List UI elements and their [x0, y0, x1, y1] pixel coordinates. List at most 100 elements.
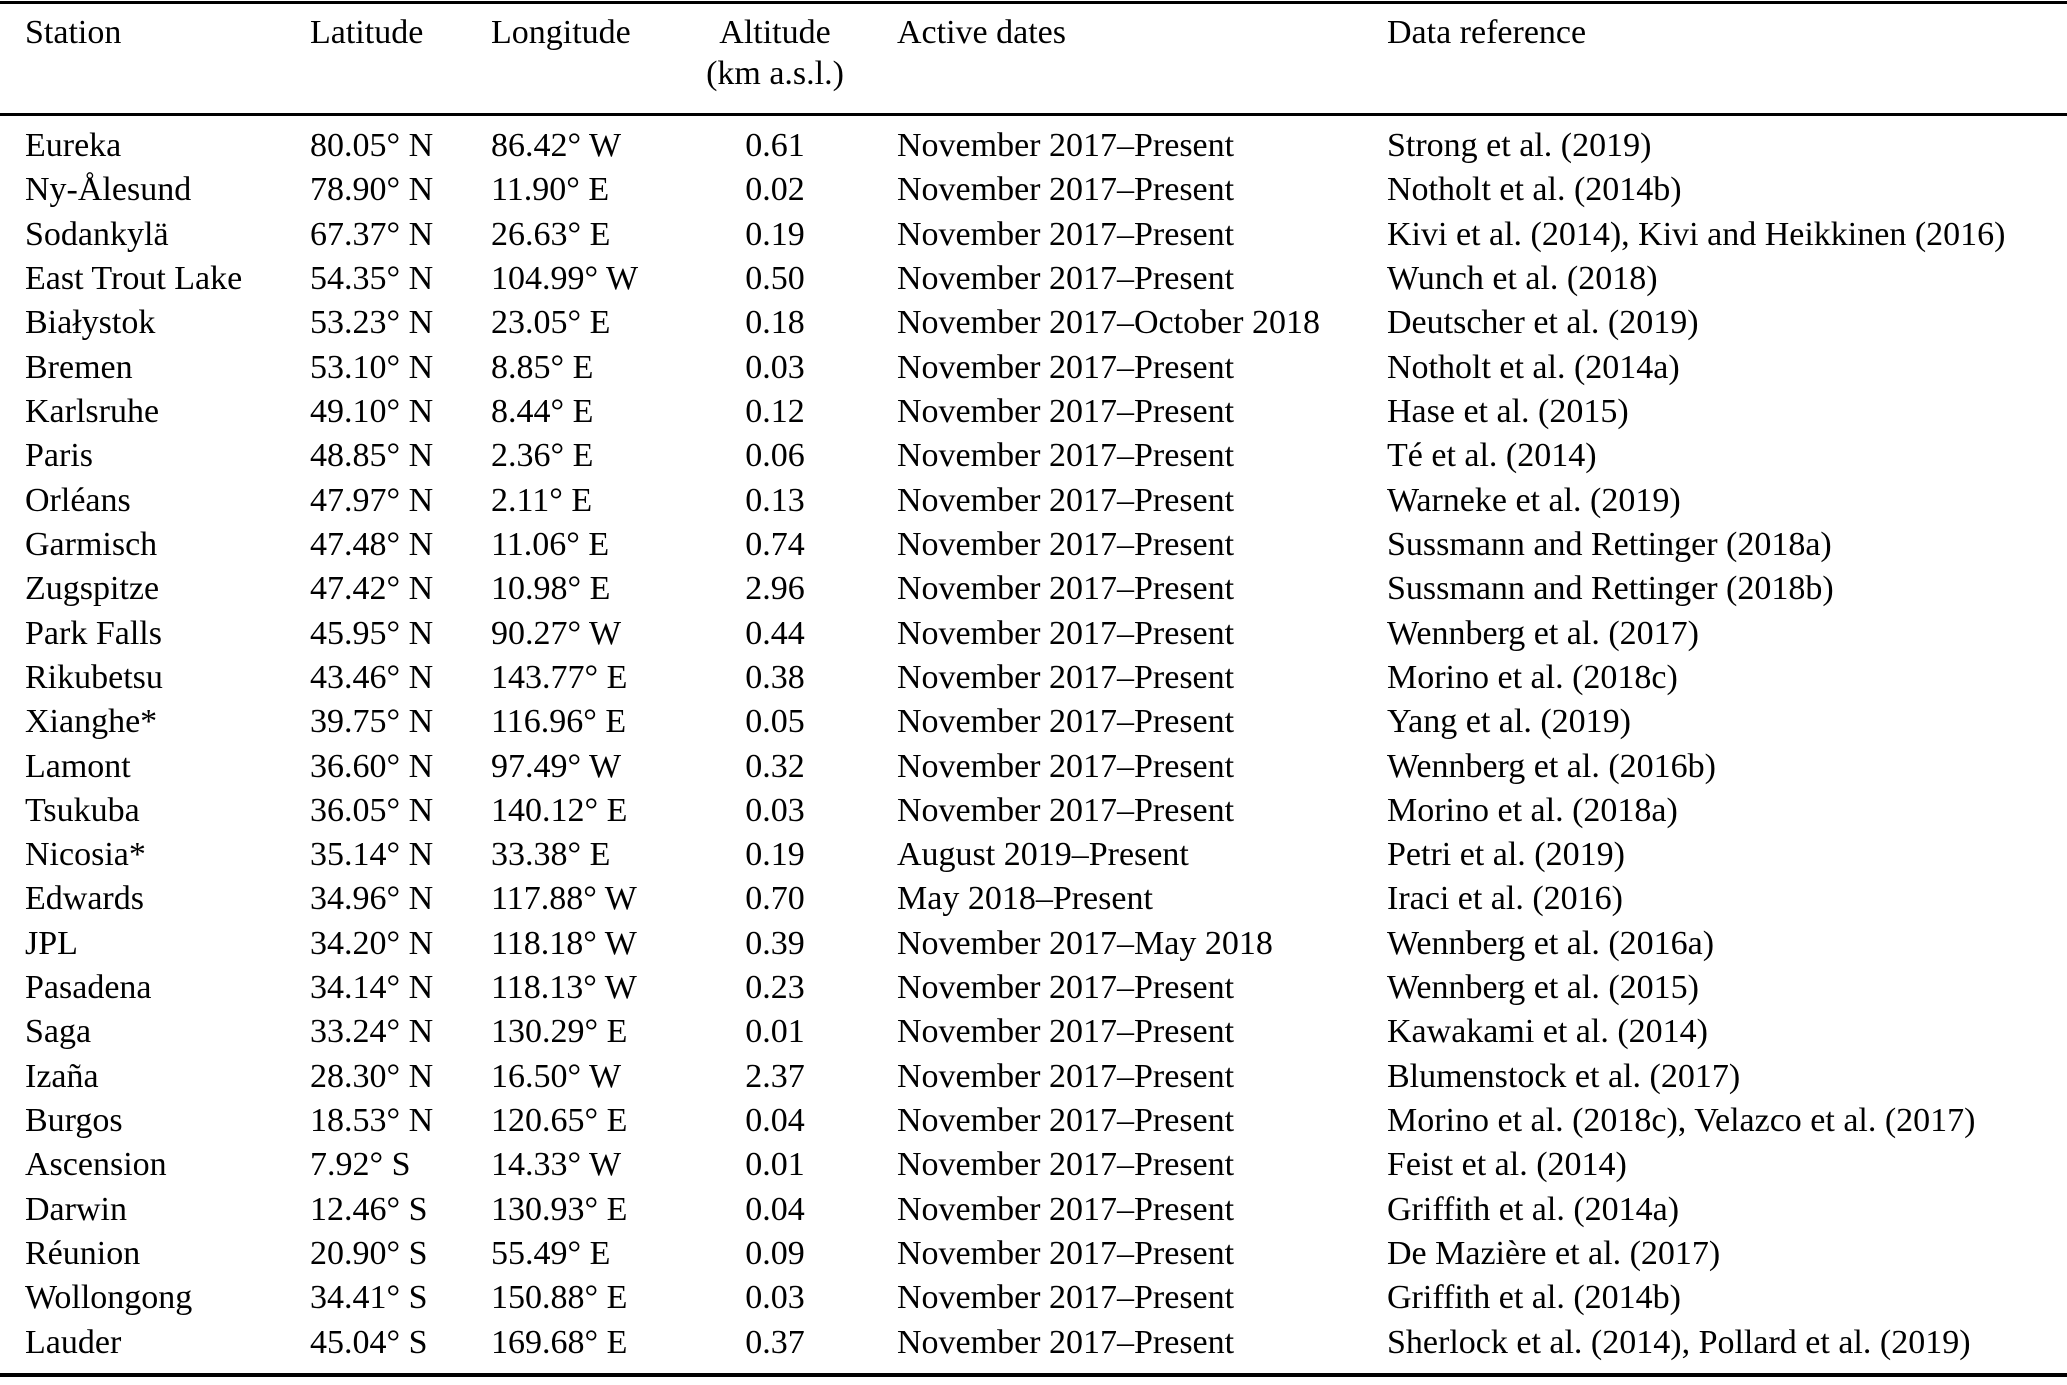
data-reference-cell: Notholt et al. (2014b) — [1387, 171, 1682, 209]
data-reference-cell: Morino et al. (2018c), Velazco et al. (2… — [1387, 1102, 1976, 1140]
active-dates-cell: November 2017–Present — [897, 215, 1235, 253]
latitude-cell: 49.10° N — [310, 393, 434, 431]
data-reference-cell: Sussmann and Rettinger (2018a) — [1387, 525, 1832, 563]
altitude-cell: 0.19 — [745, 836, 805, 874]
column-header-altitude-unit: (km a.s.l.) — [706, 55, 844, 92]
altitude-cell: 0.03 — [745, 348, 805, 386]
latitude-cell: 7.92° S — [310, 1146, 411, 1184]
data-reference-cell: Wunch et al. (2018) — [1387, 260, 1658, 298]
active-dates-cell: November 2017–May 2018 — [897, 924, 1273, 962]
station-cell: Eureka — [25, 127, 122, 165]
latitude-cell: 20.90° S — [310, 1234, 428, 1272]
altitude-cell: 0.37 — [745, 1323, 805, 1361]
latitude-cell: 34.41° S — [310, 1279, 428, 1317]
altitude-cell: 0.23 — [745, 969, 805, 1007]
altitude-cell: 0.61 — [745, 127, 805, 165]
table-header-row: Station Latitude Longitude Altitude (km … — [25, 12, 2042, 94]
altitude-cell: 2.37 — [745, 1057, 805, 1095]
data-reference-cell: Yang et al. (2019) — [1387, 703, 1631, 741]
longitude-cell: 11.06° E — [491, 525, 610, 563]
longitude-cell: 23.05° E — [491, 304, 611, 342]
longitude-cell: 140.12° E — [491, 791, 628, 829]
latitude-cell: 45.04° S — [310, 1323, 428, 1361]
active-dates-cell: November 2017–Present — [897, 791, 1235, 829]
active-dates-cell: November 2017–Present — [897, 348, 1235, 386]
active-dates-cell: November 2017–Present — [897, 525, 1235, 563]
active-dates-cell: November 2017–Present — [897, 1146, 1235, 1184]
station-cell: Bremen — [25, 348, 133, 386]
data-reference-cell: De Mazière et al. (2017) — [1387, 1234, 1721, 1272]
station-cell: Białystok — [25, 304, 156, 342]
data-reference-cell: Morino et al. (2018c) — [1387, 658, 1678, 696]
latitude-cell: 53.23° N — [310, 304, 434, 342]
longitude-cell: 118.13° W — [491, 969, 637, 1007]
station-cell: Karlsruhe — [25, 393, 160, 431]
table-bottom-rule — [0, 1373, 2067, 1377]
column-header-station: Station — [25, 14, 122, 51]
altitude-cell: 0.32 — [745, 747, 805, 785]
table-header-rule — [0, 113, 2067, 116]
station-cell: Zugspitze — [25, 570, 160, 608]
longitude-cell: 10.98° E — [491, 570, 611, 608]
data-reference-cell: Blumenstock et al. (2017) — [1387, 1057, 1741, 1095]
active-dates-cell: November 2017–Present — [897, 1234, 1235, 1272]
longitude-cell: 55.49° E — [491, 1234, 611, 1272]
latitude-cell: 45.95° N — [310, 614, 434, 652]
latitude-cell: 54.35° N — [310, 260, 434, 298]
active-dates-cell: November 2017–Present — [897, 1013, 1235, 1051]
altitude-cell: 0.09 — [745, 1234, 805, 1272]
longitude-cell: 130.93° E — [491, 1190, 628, 1228]
longitude-cell: 120.65° E — [491, 1102, 628, 1140]
data-reference-cell: Hase et al. (2015) — [1387, 393, 1629, 431]
station-cell: JPL — [25, 924, 78, 962]
altitude-cell: 0.02 — [745, 171, 805, 209]
longitude-cell: 116.96° E — [491, 703, 627, 741]
active-dates-cell: November 2017–Present — [897, 1279, 1235, 1317]
altitude-cell: 0.04 — [745, 1102, 805, 1140]
active-dates-cell: November 2017–Present — [897, 437, 1235, 475]
longitude-cell: 104.99° W — [491, 260, 639, 298]
active-dates-cell: November 2017–Present — [897, 481, 1235, 519]
station-cell: Pasadena — [25, 969, 152, 1007]
altitude-cell: 0.13 — [745, 481, 805, 519]
latitude-cell: 48.85° N — [310, 437, 434, 475]
station-cell: Burgos — [25, 1102, 123, 1140]
active-dates-cell: November 2017–Present — [897, 703, 1235, 741]
latitude-cell: 36.05° N — [310, 791, 434, 829]
latitude-cell: 53.10° N — [310, 348, 434, 386]
latitude-cell: 47.42° N — [310, 570, 434, 608]
altitude-cell: 0.04 — [745, 1190, 805, 1228]
active-dates-cell: August 2019–Present — [897, 836, 1189, 874]
station-cell: Orléans — [25, 481, 131, 519]
data-reference-cell: Petri et al. (2019) — [1387, 836, 1625, 874]
latitude-cell: 28.30° N — [310, 1057, 434, 1095]
column-header-latitude: Latitude — [310, 14, 424, 51]
longitude-cell: 143.77° E — [491, 658, 628, 696]
active-dates-cell: November 2017–Present — [897, 1323, 1235, 1361]
station-cell: Tsukuba — [25, 791, 140, 829]
active-dates-cell: May 2018–Present — [897, 880, 1153, 918]
station-cell: Xianghe* — [25, 703, 158, 741]
data-reference-cell: Strong et al. (2019) — [1387, 127, 1652, 165]
data-reference-cell: Deutscher et al. (2019) — [1387, 304, 1699, 342]
longitude-cell: 14.33° W — [491, 1146, 622, 1184]
active-dates-cell: November 2017–October 2018 — [897, 304, 1321, 342]
data-reference-cell: Sherlock et al. (2014), Pollard et al. (… — [1387, 1323, 1971, 1361]
latitude-cell: 33.24° N — [310, 1013, 434, 1051]
station-cell: Park Falls — [25, 614, 162, 652]
latitude-cell: 12.46° S — [310, 1190, 428, 1228]
data-reference-cell: Sussmann and Rettinger (2018b) — [1387, 570, 1834, 608]
active-dates-cell: November 2017–Present — [897, 658, 1235, 696]
longitude-cell: 117.88° W — [491, 880, 637, 918]
longitude-cell: 26.63° E — [491, 215, 611, 253]
altitude-cell: 0.74 — [745, 525, 805, 563]
longitude-cell: 118.18° W — [491, 924, 637, 962]
latitude-cell: 34.96° N — [310, 880, 434, 918]
data-reference-cell: Griffith et al. (2014b) — [1387, 1279, 1681, 1317]
altitude-cell: 0.01 — [745, 1013, 805, 1051]
altitude-cell: 0.19 — [745, 215, 805, 253]
active-dates-cell: November 2017–Present — [897, 393, 1235, 431]
data-reference-cell: Iraci et al. (2016) — [1387, 880, 1623, 918]
latitude-cell: 78.90° N — [310, 171, 434, 209]
longitude-cell: 97.49° W — [491, 747, 622, 785]
